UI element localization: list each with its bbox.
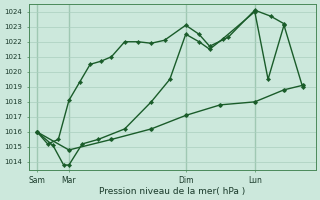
X-axis label: Pression niveau de la mer( hPa ): Pression niveau de la mer( hPa ) [99, 187, 245, 196]
